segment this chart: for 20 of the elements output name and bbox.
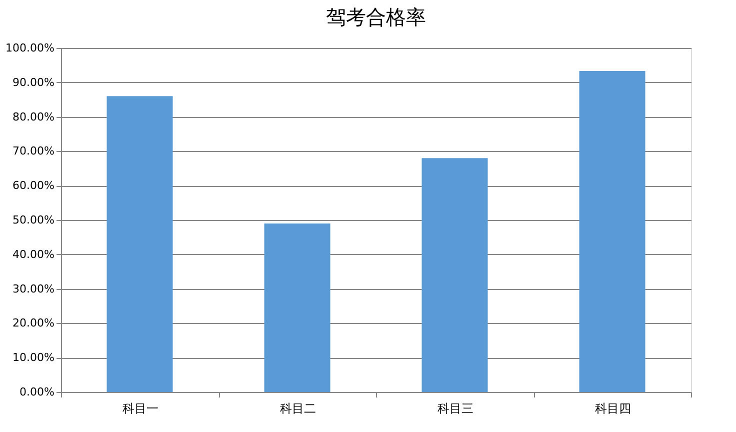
y-tick-label: 40.00% [12, 248, 54, 261]
chart-title: 驾考合格率 [326, 5, 426, 29]
y-tick-label: 70.00% [12, 144, 54, 158]
x-tick-label: 科目一 [122, 402, 158, 416]
y-tick-label: 80.00% [12, 110, 54, 124]
bar [106, 96, 173, 392]
y-tick-label: 50.00% [12, 214, 54, 226]
bar [264, 223, 330, 392]
y-tick-label: 20.00% [12, 316, 54, 330]
y-tick-label: 90.00% [12, 76, 54, 89]
x-tick-label: 科目三 [437, 402, 474, 416]
bar [422, 158, 488, 392]
y-tick-label: 60.00% [12, 179, 54, 192]
y-tick-label: 10.00% [12, 351, 54, 364]
y-tick-label: 30.00% [12, 282, 54, 296]
y-tick-label: 100.00% [6, 42, 54, 54]
bar [579, 71, 646, 392]
x-tick-label: 科目二 [280, 402, 316, 416]
x-tick-label: 科目四 [594, 402, 631, 416]
y-tick-label: 0.00% [20, 386, 54, 398]
